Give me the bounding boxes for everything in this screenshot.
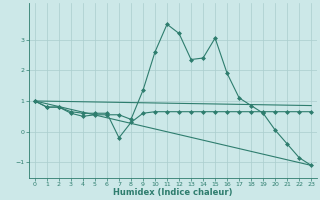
X-axis label: Humidex (Indice chaleur): Humidex (Indice chaleur) bbox=[113, 188, 233, 197]
